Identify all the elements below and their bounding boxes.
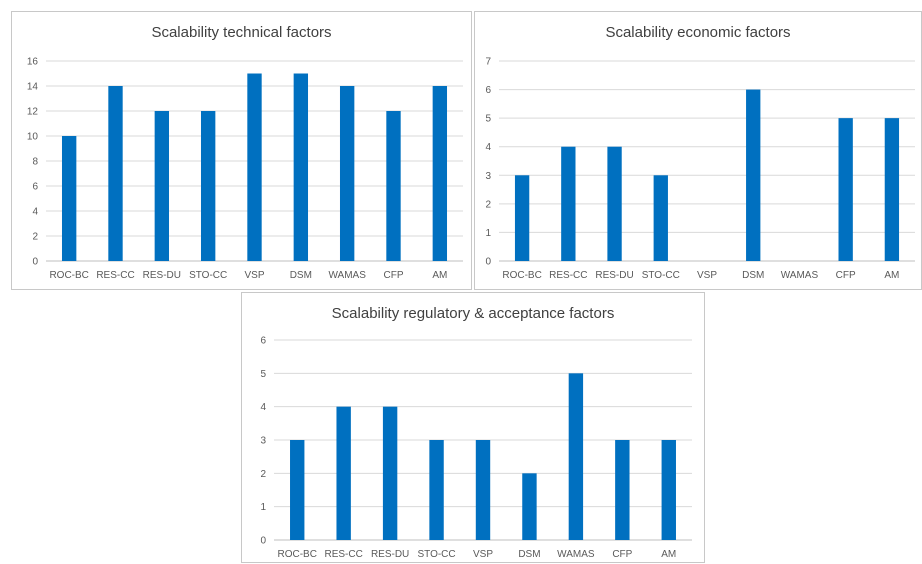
technical-factors-chart: Scalability technical factors 0 2 4 6 8 10 12 1… xyxy=(11,11,472,290)
chart-title: Scalability regulatory & acceptance fact… xyxy=(331,305,615,322)
bar-sto-cc xyxy=(653,175,668,261)
bar-wamas xyxy=(339,86,355,261)
x-tick-label: RES-DU xyxy=(595,270,633,281)
bar-res-cc xyxy=(561,146,576,261)
x-tick-label: VSP xyxy=(697,270,717,281)
x-tick-label: WAMAS xyxy=(781,270,819,281)
y-tick-label: 2 xyxy=(260,469,266,480)
x-tick-label: ROC-BC xyxy=(277,549,316,560)
x-tick-label: CFP xyxy=(612,549,632,560)
y-tick-label: 3 xyxy=(260,436,266,447)
y-tick-label: 5 xyxy=(260,369,266,380)
bar-dsm xyxy=(522,473,537,540)
y-tick-label: 0 xyxy=(32,257,38,268)
bar-res-cc xyxy=(336,406,351,540)
y-tick-label: 5 xyxy=(485,114,491,125)
bar-sto-cc xyxy=(200,111,216,261)
x-tick-label: DSM xyxy=(742,270,764,281)
y-tick-label: 16 xyxy=(27,57,39,68)
bar-vsp xyxy=(247,73,262,261)
economic-factors-chart: Scalability economic factors 0 1 2 3 4 5 6 7 ROC… xyxy=(474,11,922,290)
bar-roc-bc xyxy=(61,136,77,261)
y-tick-label: 10 xyxy=(27,132,39,143)
chart-title: Scalability economic factors xyxy=(605,24,791,41)
x-tick-label: WAMAS xyxy=(328,270,366,281)
y-tick-label: 2 xyxy=(32,232,38,243)
y-tick-label: 0 xyxy=(260,536,266,547)
bar-res-du xyxy=(154,111,170,261)
economic-factors-plot: 0 1 2 3 4 5 6 7 ROC-BC RES-CC RES-DU STO-CC VSP DSM WA… xyxy=(485,57,915,281)
x-tick-label: VSP xyxy=(244,270,264,281)
x-tick-label: AM xyxy=(661,549,676,560)
y-tick-label: 6 xyxy=(260,336,266,347)
bar-cfp xyxy=(838,118,853,262)
y-tick-label: 14 xyxy=(27,82,39,93)
x-tick-label: DSM xyxy=(290,270,312,281)
bar-dsm xyxy=(293,73,309,261)
x-tick-label: AM xyxy=(432,270,447,281)
x-tick-label: RES-DU xyxy=(143,270,181,281)
bar-res-cc xyxy=(108,86,123,261)
x-tick-label: RES-CC xyxy=(549,270,587,281)
x-tick-label: STO-CC xyxy=(417,549,455,560)
x-tick-label: DSM xyxy=(518,549,540,560)
x-tick-label: ROC-BC xyxy=(49,270,88,281)
bar-vsp xyxy=(475,440,491,540)
technical-factors-plot: 0 2 4 6 8 10 12 14 16 ROC-BC RES-CC RES-DU STO-CC VSP… xyxy=(27,57,463,281)
x-tick-label: ROC-BC xyxy=(502,270,541,281)
x-tick-label: CFP xyxy=(836,270,856,281)
y-tick-label: 7 xyxy=(485,57,491,68)
regulatory-acceptance-factors-plot: 0 1 2 3 4 5 6 ROC-BC RES-CC RES-DU STO-CC VSP DSM WAM… xyxy=(260,336,692,560)
bar-dsm xyxy=(746,89,761,261)
x-tick-label: AM xyxy=(884,270,899,281)
bar-am xyxy=(884,118,900,262)
y-tick-label: 0 xyxy=(485,257,491,268)
y-tick-label: 4 xyxy=(485,142,491,153)
y-tick-label: 12 xyxy=(27,107,39,118)
bar-wamas xyxy=(568,373,584,540)
bar-res-du xyxy=(607,146,622,261)
x-tick-label: STO-CC xyxy=(642,270,680,281)
y-tick-label: 6 xyxy=(32,182,38,193)
x-tick-label: RES-CC xyxy=(96,270,134,281)
y-tick-label: 6 xyxy=(485,85,491,96)
y-tick-label: 4 xyxy=(32,207,38,218)
y-tick-label: 2 xyxy=(485,199,491,210)
y-tick-label: 4 xyxy=(260,402,266,413)
bar-am xyxy=(661,440,676,540)
y-tick-label: 3 xyxy=(485,171,491,182)
x-tick-label: RES-DU xyxy=(371,549,409,560)
bar-sto-cc xyxy=(429,440,444,540)
chart-title: Scalability technical factors xyxy=(151,24,332,41)
bar-am xyxy=(432,86,448,261)
x-tick-label: CFP xyxy=(384,270,404,281)
y-tick-label: 1 xyxy=(260,502,266,513)
x-tick-label: RES-CC xyxy=(324,549,362,560)
bar-cfp xyxy=(386,111,401,261)
y-tick-label: 8 xyxy=(32,157,38,168)
bar-roc-bc xyxy=(290,440,305,540)
x-tick-label: STO-CC xyxy=(189,270,227,281)
x-tick-label: WAMAS xyxy=(557,549,595,560)
bar-cfp xyxy=(615,440,630,540)
bar-res-du xyxy=(382,406,398,540)
x-tick-label: VSP xyxy=(473,549,493,560)
regulatory-acceptance-factors-chart: Scalability regulatory & acceptance fact… xyxy=(241,292,705,563)
bar-roc-bc xyxy=(514,175,530,261)
y-tick-label: 1 xyxy=(485,228,491,239)
